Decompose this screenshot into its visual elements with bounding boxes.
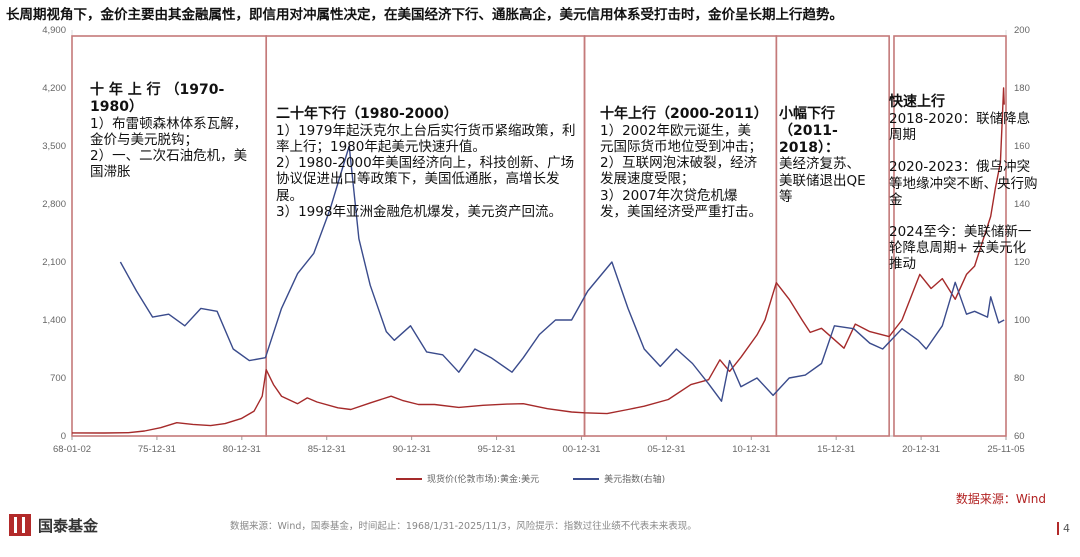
y-right-tick-label: 80 (1014, 373, 1025, 384)
company-logo: 国泰基金 (9, 514, 98, 536)
annotation-phase-5-body: 2018-2020：联储降息周期 2020-2023：俄乌冲突等地缘冲突不断、央… (889, 110, 1038, 273)
annotation-phase-2-title: 二十年下行（1980-2000） (276, 106, 458, 122)
y-left-tick-label: 0 (61, 431, 66, 442)
legend-swatch-usd (573, 477, 600, 480)
x-tick-label: 95-12-31 (478, 444, 516, 455)
x-tick-label: 90-12-31 (393, 444, 431, 455)
phase-box-2 (265, 35, 586, 437)
y-right-tick-label: 180 (1014, 83, 1030, 94)
annotation-phase-4: 小幅下行（2011-2018）： 美经济复苏、美联储退出QE等 (779, 106, 871, 205)
y-right-tick-label: 100 (1014, 315, 1030, 326)
y-left-tick-label: 2,100 (42, 257, 66, 268)
x-tick-label: 68-01-02 (53, 444, 91, 455)
y-left-tick-label: 2,800 (42, 199, 66, 210)
phase-box-5 (893, 35, 1007, 437)
annotation-phase-3: 十年上行（2000-2011） 1）2002年欧元诞生，美元国际货币地位受到冲击… (600, 106, 768, 220)
x-tick-label: 85-12-31 (308, 444, 346, 455)
x-tick-label: 25-11-05 (987, 444, 1024, 455)
annotation-phase-1-body: 1）布雷顿森林体系瓦解，金价与美元脱钩； 2）一、二次石油危机，美国滞胀 (90, 115, 248, 181)
logo-text: 国泰基金 (38, 516, 99, 535)
usd-index-line (119, 145, 1005, 402)
phase-box-3 (583, 35, 778, 437)
y-left-tick-label: 3,500 (42, 141, 66, 152)
annotation-phase-2: 二十年下行（1980-2000） 1）1979年起沃克尔上台后实行货币紧缩政策，… (276, 106, 576, 220)
phase-box-4 (775, 35, 890, 437)
annotation-phase-3-body: 1）2002年欧元诞生，美元国际货币地位受到冲击； 2）互联网泡沫破裂，经济发展… (600, 122, 762, 220)
logo-mark-icon (9, 514, 31, 536)
x-tick-label: 05-12-31 (647, 444, 685, 455)
annotation-phase-1-title: 十 年 上 行 （1970-1980） (90, 82, 225, 115)
legend-label-gold: 现货价(伦敦市场):黄金:美元 (427, 475, 540, 485)
annotation-phase-1: 十 年 上 行 （1970-1980） 1）布雷顿森林体系瓦解，金价与美元脱钩；… (90, 82, 252, 180)
y-left-tick-label: 4,900 (42, 25, 66, 36)
legend-label-usd: 美元指数(右轴) (604, 475, 666, 485)
annotation-phase-3-title: 十年上行（2000-2011） (600, 106, 768, 122)
y-left-tick-label: 1,400 (42, 315, 66, 326)
chart: 0 700 1,400 2,100 2,800 3,500 4,200 4,900 60 80 10… (42, 25, 1030, 455)
y-right-tick-label: 60 (1014, 431, 1025, 442)
x-tick-label: 20-12-31 (902, 444, 940, 455)
legend: 现货价(伦敦市场):黄金:美元 美元指数(右轴) (396, 472, 665, 485)
legend-item-gold: 现货价(伦敦市场):黄金:美元 (396, 472, 539, 485)
legend-swatch-gold (396, 477, 422, 480)
annotation-phase-2-body: 1）1979年起沃克尔上台后实行货币紧缩政策，利率上行；1980年起美元快速升值… (276, 122, 576, 220)
y-left-tick-label: 4,200 (42, 83, 66, 94)
x-tick-label: 80-12-31 (223, 444, 261, 455)
data-source-red: 数据来源：Wind (955, 492, 1046, 506)
annotation-phase-5: 快速上行 2018-2020：联储降息周期 2020-2023：俄乌冲突等地缘冲… (889, 94, 1039, 273)
x-tick-label: 10-12-31 (732, 444, 770, 455)
legend-item-usd: 美元指数(右轴) (573, 472, 665, 485)
x-tick-label: 00-12-31 (562, 444, 600, 455)
x-tick-label: 75-12-31 (138, 444, 176, 455)
x-tick-label: 15-12-31 (817, 444, 855, 455)
y-right-tick-label: 160 (1014, 141, 1030, 152)
headline: 长周期视角下，金价主要由其金融属性，即信用对冲属性决定，在美国经济下行、通胀高企… (6, 7, 843, 23)
footer-note: 数据来源：Wind，国泰基金，时间起止：1968/1/31-2025/11/3，… (230, 521, 697, 532)
y-right-tick-label: 120 (1014, 257, 1030, 268)
annotation-phase-4-body: 美经济复苏、美联储退出QE等 (779, 156, 866, 205)
y-right-tick-label: 140 (1014, 199, 1030, 210)
y-right-tick-label: 200 (1014, 25, 1030, 36)
annotation-phase-4-title: 小幅下行（2011-2018）： (779, 106, 839, 156)
page-number: 4 (1057, 522, 1070, 535)
gold-price-line (71, 87, 1005, 434)
y-left-tick-label: 700 (50, 373, 66, 384)
annotation-phase-5-title: 快速上行 (889, 94, 945, 110)
